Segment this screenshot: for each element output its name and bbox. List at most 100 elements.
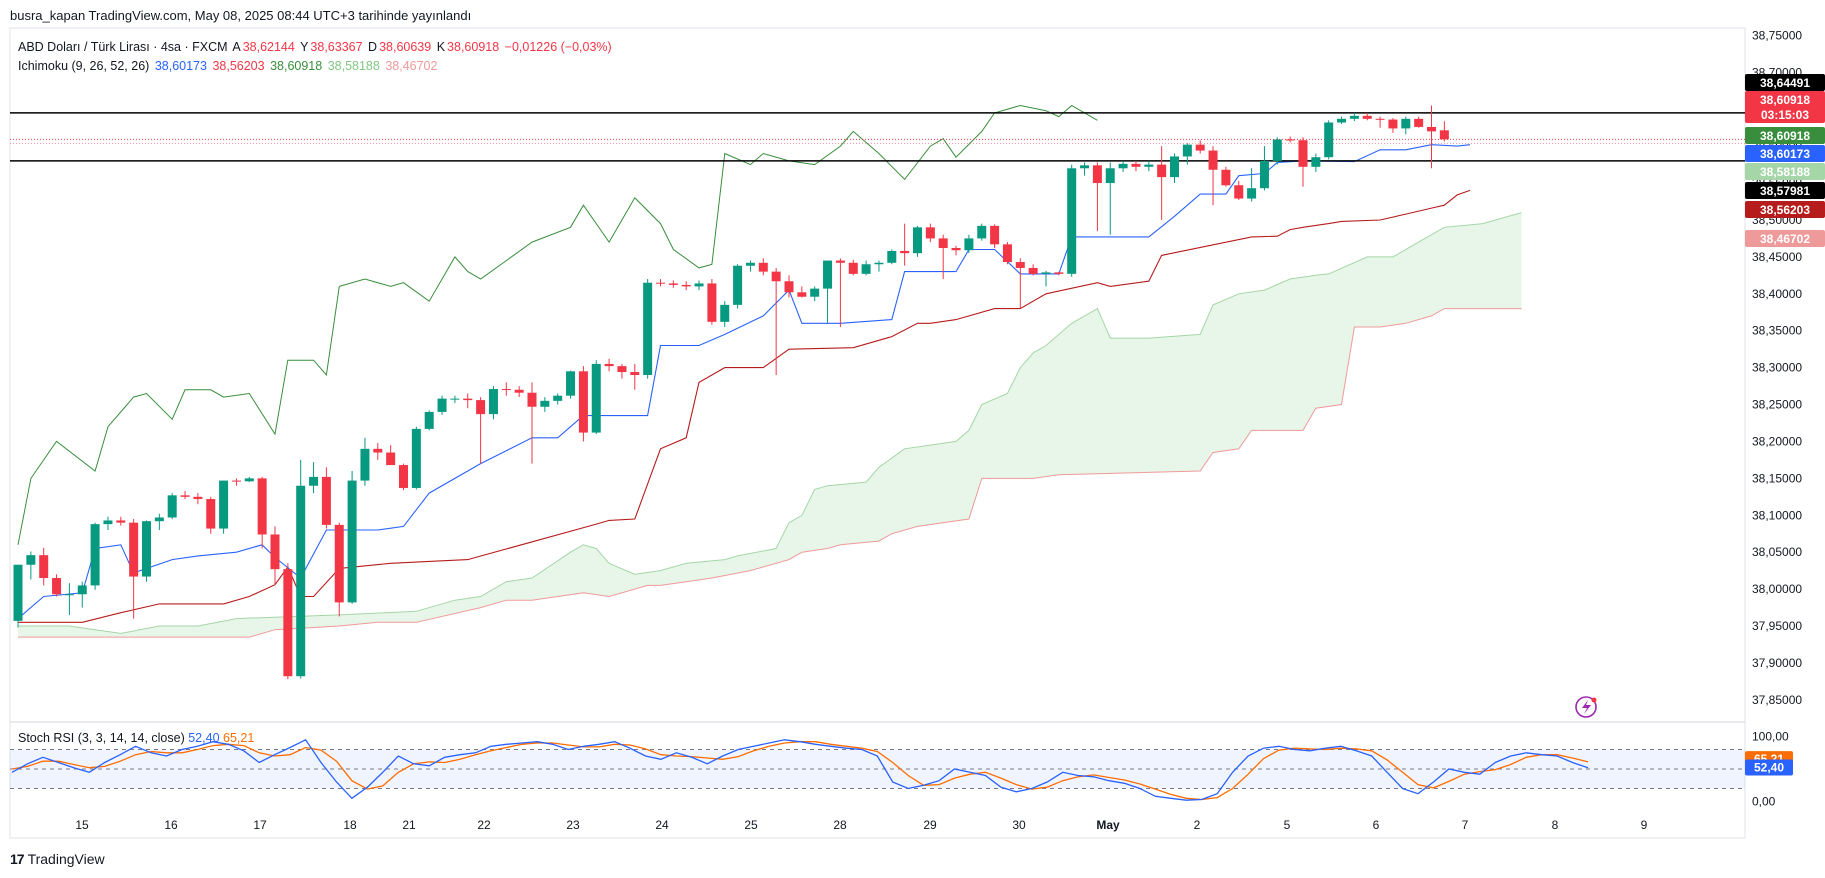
time-tick-label: 17 <box>253 818 267 832</box>
candle-body <box>1195 144 1205 151</box>
stoch-title[interactable]: Stoch RSI (3, 3, 14, 14, close) <box>18 731 185 745</box>
candle-body <box>463 398 473 401</box>
candle-body <box>951 248 961 251</box>
badge-bg <box>1745 230 1825 247</box>
candle-body <box>643 282 653 375</box>
candle <box>283 563 293 680</box>
candle <box>527 382 537 464</box>
candle <box>823 260 833 324</box>
candle-body <box>745 262 755 266</box>
candle-body <box>1337 118 1347 123</box>
candle <box>810 286 820 302</box>
price-tick-label: 38,45000 <box>1752 250 1802 264</box>
candle-body <box>771 271 781 282</box>
candle-body <box>1118 163 1128 169</box>
candle-body <box>142 521 151 577</box>
candle <box>1105 162 1115 235</box>
candle-body <box>64 594 74 596</box>
candle <box>167 493 177 519</box>
candle <box>578 366 588 442</box>
candle-body <box>437 398 447 412</box>
candle <box>437 395 447 415</box>
candle <box>154 513 164 531</box>
symbol-title[interactable]: ABD Doları / Türk Lirası · 4sa · FXCM <box>18 40 228 54</box>
badge-bg <box>1745 182 1825 199</box>
candle <box>1208 146 1218 206</box>
price-tick-label: 37,95000 <box>1752 619 1802 633</box>
candle-body <box>257 478 267 535</box>
candle <box>231 478 241 486</box>
candle <box>129 518 139 619</box>
candle-body <box>1298 140 1308 167</box>
candle <box>116 516 126 526</box>
candle <box>309 462 319 494</box>
candle <box>1439 121 1449 142</box>
candle <box>1234 180 1244 201</box>
candle-body <box>219 480 229 529</box>
candle-body <box>810 288 820 297</box>
candle <box>64 583 74 615</box>
candle <box>463 393 473 409</box>
candle <box>1118 160 1128 172</box>
candle <box>1375 116 1385 128</box>
badge-value: 38,64491 <box>1760 76 1810 90</box>
ichimoku-title[interactable]: Ichimoku (9, 26, 52, 26) <box>18 59 150 73</box>
candle <box>617 363 627 379</box>
candle-body <box>1259 160 1269 189</box>
candle-body <box>1349 115 1359 119</box>
candle-body <box>566 371 576 396</box>
candle-body <box>823 260 833 289</box>
lightning-icon[interactable] <box>1575 696 1597 718</box>
candle <box>977 223 987 241</box>
candle <box>296 459 306 679</box>
candle <box>694 280 704 291</box>
candle-body <box>270 534 280 570</box>
candle <box>321 467 331 529</box>
candle <box>1195 140 1205 154</box>
badge-value: 38,60918 <box>1760 93 1810 107</box>
base-value: 38,56203 <box>212 59 265 73</box>
candle-body <box>604 363 614 367</box>
candle <box>1002 242 1012 265</box>
lagging-value: 38,60918 <box>270 59 323 73</box>
badge-value: 38,58188 <box>1760 165 1810 179</box>
candle-body <box>707 283 717 322</box>
lead1-value: 38,58188 <box>327 59 380 73</box>
time-axis[interactable]: 15 16 17 18 21 22 23 24 25 28 29 30 May 2 5 6 7 8 9 <box>75 818 1647 832</box>
candle-body <box>1157 164 1167 178</box>
price-badge: 38,56203 <box>1745 201 1825 218</box>
candle <box>668 280 678 288</box>
candle <box>990 224 1000 249</box>
lead1-line <box>18 212 1522 634</box>
candle-body <box>116 520 126 523</box>
candle <box>1144 160 1154 172</box>
candle <box>1028 264 1038 276</box>
candle-body <box>694 283 704 287</box>
stoch-tick-label: 100,00 <box>1752 730 1789 744</box>
candle-body <box>835 260 845 263</box>
candle-body <box>797 292 807 297</box>
candle-body <box>900 250 910 254</box>
change-value: −0,01226 (−0,03%) <box>504 40 612 54</box>
price-tick-label: 38,05000 <box>1752 545 1802 559</box>
candle <box>488 386 498 420</box>
candle <box>514 386 524 398</box>
candle <box>244 476 254 483</box>
candle-body <box>1144 164 1154 167</box>
candle <box>925 223 935 243</box>
candle-body <box>321 476 331 525</box>
candle <box>1362 112 1372 121</box>
ichimoku-row: Ichimoku (9, 26, 52, 26) 38,60173 38,562… <box>18 57 614 76</box>
candle-body <box>360 448 370 481</box>
low-value: 38,60639 <box>379 40 432 54</box>
candle-body <box>1272 139 1282 161</box>
candle-body <box>1401 118 1411 129</box>
candle <box>180 490 190 500</box>
candle-body <box>514 389 524 393</box>
candle <box>938 234 948 280</box>
candle <box>604 358 614 372</box>
candle-body <box>193 496 203 500</box>
candle <box>758 258 768 276</box>
